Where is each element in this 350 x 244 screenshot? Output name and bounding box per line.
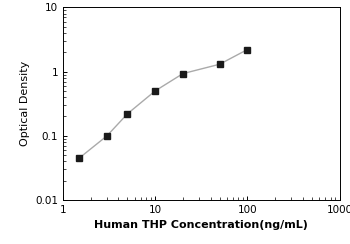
Y-axis label: Optical Density: Optical Density: [20, 61, 30, 146]
X-axis label: Human THP Concentration(ng/mL): Human THP Concentration(ng/mL): [94, 221, 308, 231]
